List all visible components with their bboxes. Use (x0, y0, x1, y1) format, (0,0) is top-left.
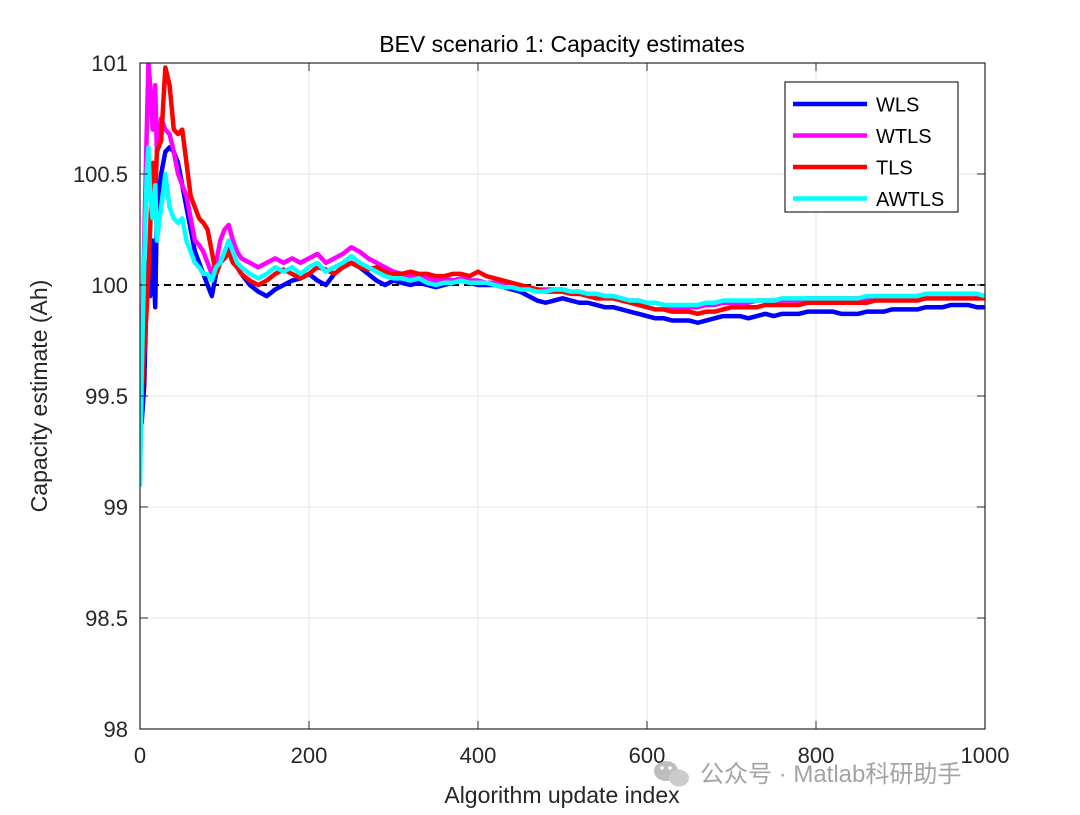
y-tick-label: 99.5 (85, 384, 128, 409)
y-tick-label: 98.5 (85, 606, 128, 631)
x-tick-label: 800 (798, 743, 835, 768)
x-tick-label: 0 (134, 743, 146, 768)
legend-label-tls: TLS (876, 158, 913, 180)
legend-label-awtls: AWTLS (876, 189, 944, 211)
y-tick-label: 99 (104, 495, 128, 520)
y-tick-label: 100 (91, 273, 128, 298)
x-tick-label: 200 (291, 743, 328, 768)
legend-items: WLS WTLS TLS AWTLS (793, 95, 944, 211)
watermark-text: 公众号 · Matlab科研助手 (700, 761, 961, 788)
x-axis-label: Algorithm update index (444, 782, 680, 808)
wechat-icon (654, 761, 689, 787)
x-tick-label: 400 (460, 743, 497, 768)
series-lines (140, 63, 985, 488)
legend-label-wtls: WTLS (876, 126, 932, 148)
series-line-awtls (140, 145, 985, 488)
series-line-tls (140, 65, 985, 465)
legend-label-wls: WLS (876, 95, 919, 117)
y-axis-label: Capacity estimate (Ah) (26, 280, 52, 513)
watermark: 公众号 · Matlab科研助手 (654, 761, 961, 788)
y-tick-label: 100.5 (73, 162, 128, 187)
x-tick-label: 1000 (961, 743, 1010, 768)
y-tick-label: 98 (104, 717, 128, 742)
legend: WLS WTLS TLS AWTLS (784, 81, 959, 213)
chart-title: BEV scenario 1: Capacity estimates (379, 31, 745, 57)
y-axis-ticks: 98 98.5 99 99.5 100 100.5 101 (73, 51, 985, 742)
y-tick-label: 101 (91, 51, 128, 76)
x-axis-ticks: 0 200 400 600 800 1000 (134, 63, 1010, 768)
